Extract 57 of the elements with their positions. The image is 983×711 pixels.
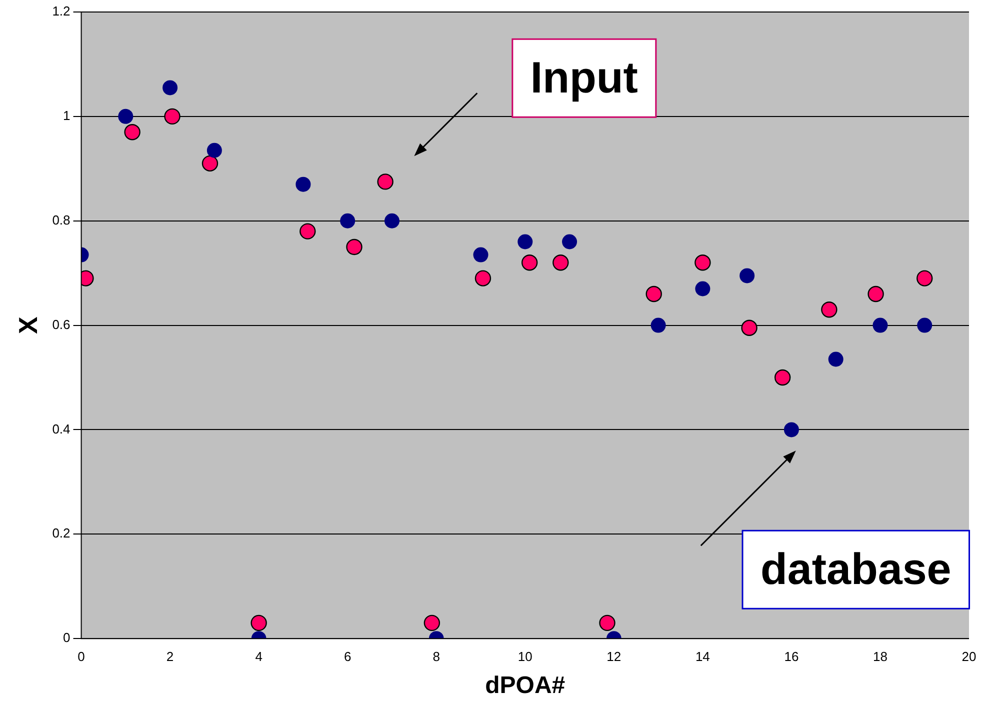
point (162, 80, 178, 96)
point (650, 318, 666, 333)
point (552, 254, 569, 271)
point (384, 213, 400, 228)
point (118, 108, 134, 124)
point (296, 176, 311, 192)
point (872, 318, 888, 333)
x-axis-title: dPOA# (485, 672, 566, 700)
x-tick-label: 4 (255, 648, 262, 664)
point (124, 124, 140, 140)
x-tick-label: 8 (432, 648, 440, 664)
y-tick-label: 1 (63, 108, 70, 124)
point (521, 254, 538, 271)
x-tick-label: 14 (695, 648, 710, 664)
point (377, 174, 394, 190)
point (518, 234, 533, 250)
point (868, 286, 884, 302)
point (646, 286, 662, 302)
point (821, 302, 838, 318)
point (346, 238, 362, 256)
x-tick-label: 12 (606, 648, 622, 664)
point (741, 320, 758, 336)
y-tick-label: 0 (63, 630, 70, 646)
point (562, 234, 578, 250)
point (740, 268, 755, 284)
point (300, 223, 316, 240)
point (164, 108, 180, 125)
x-tick-label: 16 (784, 648, 799, 664)
point (599, 614, 616, 632)
point (424, 614, 440, 632)
point (828, 352, 844, 367)
x-tick-label: 6 (344, 648, 352, 664)
point (916, 270, 933, 286)
point (202, 155, 218, 172)
x-tick-label: 10 (518, 648, 532, 664)
point (694, 254, 711, 271)
point (250, 614, 267, 632)
x-tick-label: 0 (78, 648, 85, 664)
x-tick-label: 20 (962, 648, 976, 664)
x-tick-label: 2 (166, 648, 174, 664)
point (917, 318, 932, 333)
point (695, 281, 710, 296)
y-tick-label: 0.4 (52, 421, 70, 436)
point (474, 270, 492, 286)
point (774, 369, 791, 386)
y-tick-label: 0.2 (52, 526, 70, 541)
y-tick-label: 1.2 (52, 4, 70, 19)
point (340, 213, 356, 228)
point (473, 247, 488, 262)
annotation: Input (530, 53, 638, 102)
y-tick-label: 0.8 (52, 212, 70, 228)
point (206, 142, 222, 158)
point (784, 422, 799, 438)
annotation: database (760, 544, 952, 594)
y-axis-title: X (12, 316, 43, 334)
y-tick-label: 0.6 (52, 316, 70, 332)
x-tick-label: 18 (872, 648, 888, 664)
